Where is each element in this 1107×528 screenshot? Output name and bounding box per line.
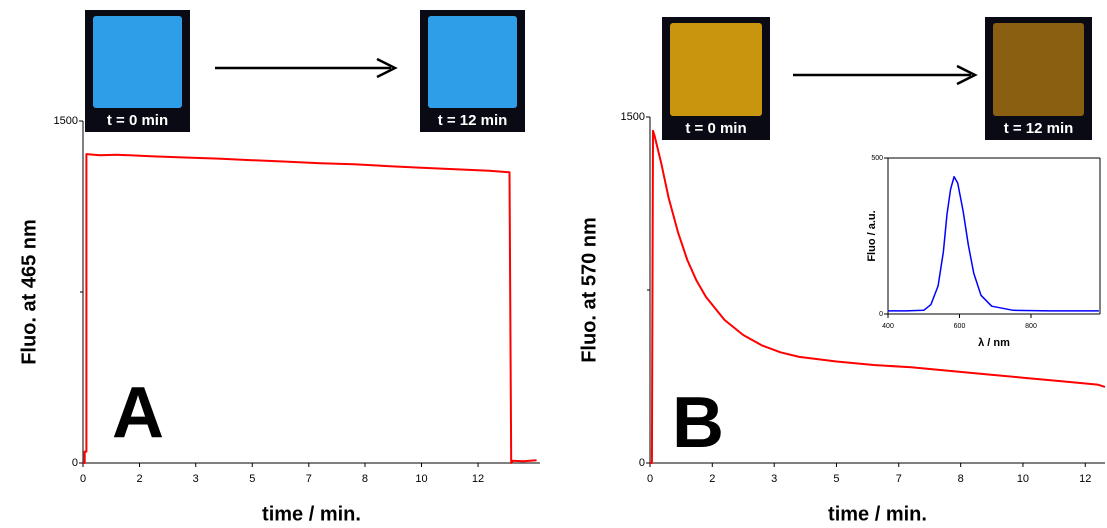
x-tick-label: 3: [771, 473, 777, 485]
y-axis-label: Fluo / a.u.: [866, 210, 878, 261]
photo-label: t = 0 min: [107, 112, 168, 129]
photo-label: t = 12 min: [438, 112, 508, 129]
arrow-head: [956, 64, 978, 86]
x-tick-label: 600: [954, 323, 966, 330]
x-axis-label: λ / nm: [978, 337, 1010, 349]
y-tick-label: 500: [871, 155, 883, 162]
x-axis-label: time / min.: [828, 503, 927, 525]
panel-label: A: [112, 373, 164, 453]
x-tick-label: 12: [1079, 473, 1091, 485]
x-tick-label: 0: [80, 473, 86, 485]
x-tick-label: 12: [472, 473, 484, 485]
x-tick-label: 3: [193, 473, 199, 485]
x-tick-label: 10: [415, 473, 427, 485]
x-tick-label: 2: [136, 473, 142, 485]
y-tick-label: 0: [639, 457, 645, 469]
y-tick-label: 1500: [621, 111, 645, 123]
x-tick-label: 10: [1017, 473, 1029, 485]
x-tick-label: 5: [249, 473, 255, 485]
panel-label: B: [672, 383, 724, 463]
data-line: [83, 153, 537, 464]
photo-sample: [93, 16, 182, 108]
x-tick-label: 0: [647, 473, 653, 485]
x-tick-label: 400: [882, 323, 894, 330]
x-tick-label: 7: [306, 473, 312, 485]
x-axis-label: time / min.: [262, 503, 361, 525]
y-tick-label: 1500: [54, 115, 78, 127]
y-tick-label: 0: [879, 311, 883, 318]
photo-label: t = 12 min: [1004, 120, 1074, 137]
photo-sample: [670, 23, 762, 116]
x-tick-label: 5: [833, 473, 839, 485]
y-axis-label: Fluo. at 570 nm: [578, 217, 600, 363]
x-tick-label: 7: [896, 473, 902, 485]
photo-sample: [428, 16, 517, 108]
y-axis-label: Fluo. at 465 nm: [18, 219, 40, 365]
data-line: [888, 175, 1099, 312]
x-tick-label: 8: [958, 473, 964, 485]
x-tick-label: 2: [709, 473, 715, 485]
photo-label: t = 0 min: [685, 120, 746, 137]
x-tick-label: 8: [362, 473, 368, 485]
photo-sample: [993, 23, 1084, 116]
y-tick-label: 0: [72, 457, 78, 469]
x-tick-label: 800: [1025, 323, 1037, 330]
data-line: [650, 129, 1106, 464]
arrow-head: [376, 57, 398, 79]
